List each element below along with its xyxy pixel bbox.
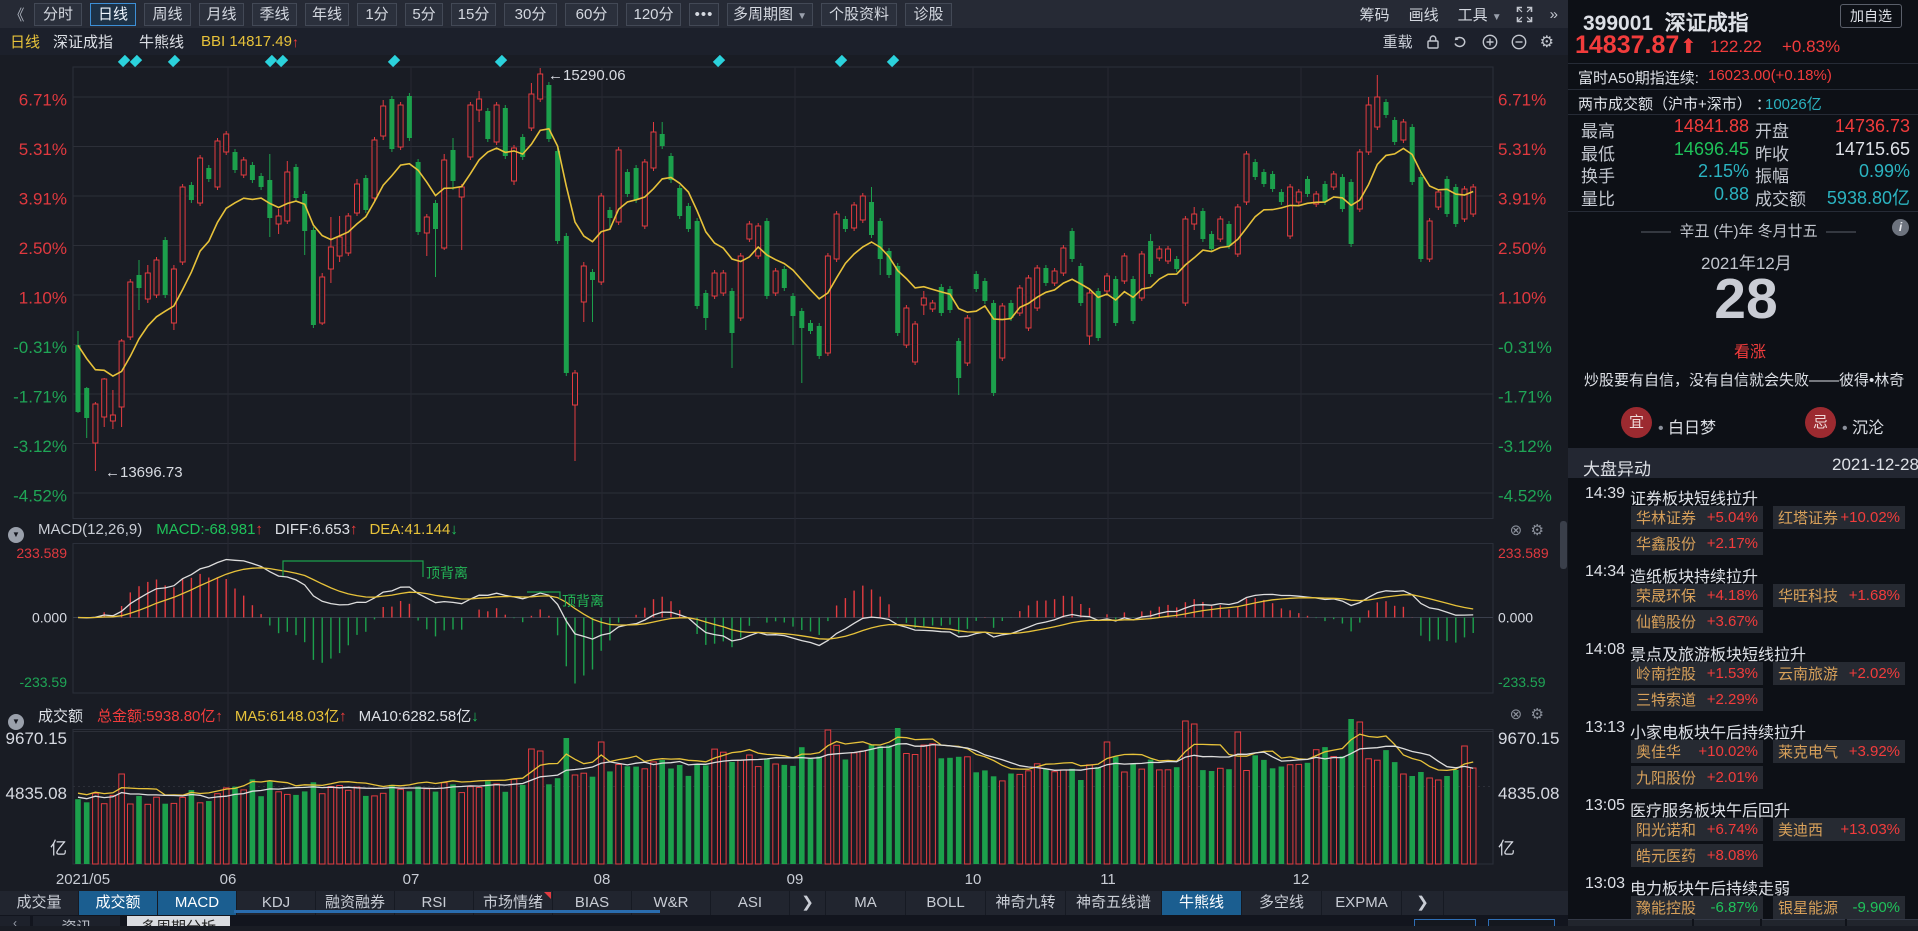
svg-text:顶背离: 顶背离 <box>426 565 468 581</box>
svg-text:12: 12 <box>1293 871 1310 888</box>
svg-text:顶背离: 顶背离 <box>562 593 604 609</box>
svg-text:亿: 亿 <box>1498 839 1515 858</box>
svg-text:233.589: 233.589 <box>1498 545 1549 561</box>
svg-text:1.10%: 1.10% <box>1498 289 1546 308</box>
svg-text:-233.59: -233.59 <box>20 674 68 690</box>
svg-text:08: 08 <box>594 871 611 888</box>
svg-text:5.31%: 5.31% <box>19 140 67 159</box>
svg-text:6.71%: 6.71% <box>19 91 67 110</box>
svg-text:2.50%: 2.50% <box>19 239 67 258</box>
svg-text:-233.59: -233.59 <box>1498 674 1546 690</box>
svg-text:10: 10 <box>965 871 982 888</box>
svg-text:07: 07 <box>403 871 420 888</box>
svg-text:亿: 亿 <box>50 839 67 858</box>
svg-text:3.91%: 3.91% <box>1498 190 1546 209</box>
svg-text:4835.08: 4835.08 <box>6 784 67 803</box>
svg-text:09: 09 <box>787 871 804 888</box>
svg-text:←13696.73: ←13696.73 <box>105 464 183 481</box>
svg-text:←15290.06: ←15290.06 <box>548 67 626 84</box>
svg-text:4835.08: 4835.08 <box>1498 784 1559 803</box>
svg-text:-3.12%: -3.12% <box>13 437 67 456</box>
svg-text:3.91%: 3.91% <box>19 190 67 209</box>
svg-text:-0.31%: -0.31% <box>13 338 67 357</box>
svg-text:-4.52%: -4.52% <box>13 487 67 506</box>
svg-text:2021/05: 2021/05 <box>56 871 110 888</box>
svg-text:-0.31%: -0.31% <box>1498 338 1552 357</box>
svg-text:-4.52%: -4.52% <box>1498 487 1552 506</box>
svg-text:11: 11 <box>1100 871 1116 888</box>
svg-text:233.589: 233.589 <box>16 545 67 561</box>
svg-text:1.10%: 1.10% <box>19 289 67 308</box>
svg-text:0.000: 0.000 <box>32 610 67 626</box>
svg-text:-1.71%: -1.71% <box>1498 388 1552 407</box>
svg-text:-3.12%: -3.12% <box>1498 437 1552 456</box>
svg-text:9670.15: 9670.15 <box>1498 729 1559 748</box>
svg-text:5.31%: 5.31% <box>1498 140 1546 159</box>
svg-text:-1.71%: -1.71% <box>13 388 67 407</box>
svg-text:9670.15: 9670.15 <box>6 729 67 748</box>
svg-text:2.50%: 2.50% <box>1498 239 1546 258</box>
svg-text:0.000: 0.000 <box>1498 610 1533 626</box>
svg-text:06: 06 <box>220 871 237 888</box>
svg-text:6.71%: 6.71% <box>1498 91 1546 110</box>
